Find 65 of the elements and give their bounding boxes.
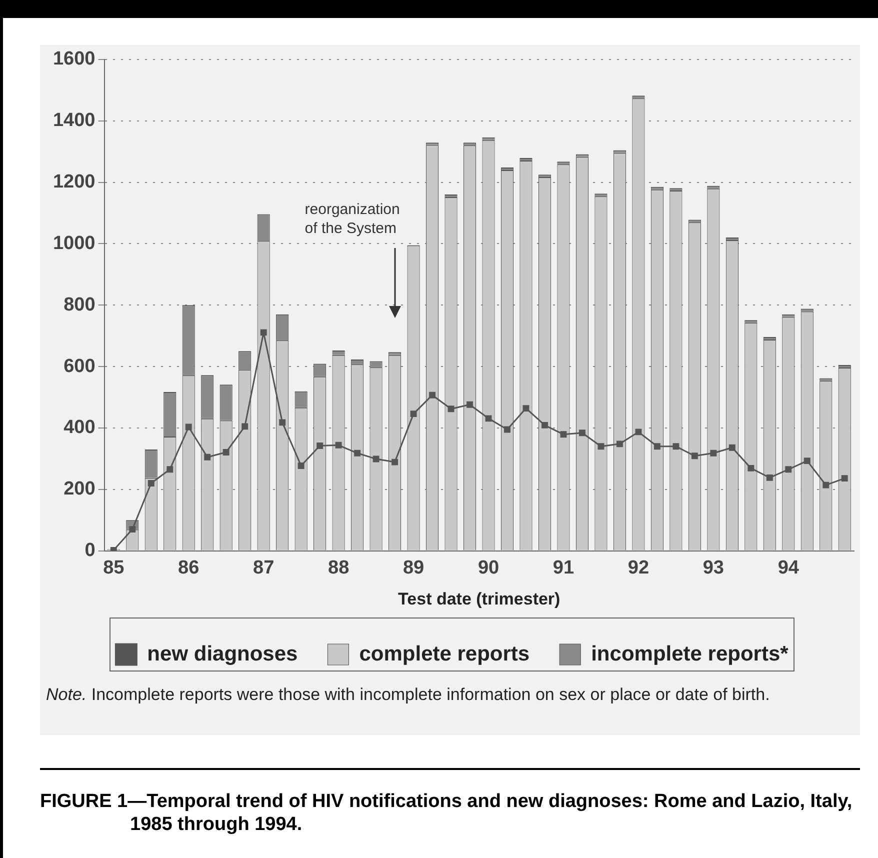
- legend-label: new diagnoses: [147, 642, 298, 666]
- annotation: reorganization of the System: [304, 200, 400, 238]
- x-axis-title: Test date (trimester): [398, 589, 560, 608]
- point: [766, 474, 773, 481]
- point: [429, 392, 436, 398]
- point: [410, 410, 417, 418]
- point: [504, 426, 510, 433]
- point: [785, 466, 792, 473]
- point: [748, 464, 754, 472]
- y-tick-label: 1600: [52, 48, 96, 70]
- point: [578, 430, 586, 436]
- point: [635, 428, 642, 436]
- point: [616, 440, 623, 448]
- point: [522, 405, 530, 412]
- point: [448, 406, 454, 412]
- point: [222, 448, 230, 456]
- text: FIGURE 1—Temporal trend of HIV notifications and new diagnoses: Rome and Lazio, Italy, 1985 through 1994.: [40, 790, 854, 836]
- point: [316, 442, 324, 449]
- point: [728, 444, 736, 451]
- x-tick-label: 87: [253, 557, 274, 578]
- x-tick-label: 91: [552, 557, 574, 578]
- x-tick-label: 92: [628, 557, 650, 578]
- point: [672, 443, 680, 450]
- point: [485, 415, 492, 422]
- y-tick-label: 800: [64, 294, 96, 316]
- x-tick-label: 86: [178, 557, 200, 578]
- point: [129, 526, 136, 533]
- point: [260, 329, 267, 336]
- point: [466, 401, 473, 408]
- point: [298, 462, 304, 469]
- point: [148, 480, 154, 486]
- y-tick-label: 1400: [52, 110, 96, 132]
- y-tick-label: 1000: [52, 232, 96, 254]
- point: [560, 431, 567, 438]
- legend-label: incomplete reports*: [591, 642, 790, 666]
- point: [279, 419, 286, 426]
- point: [185, 424, 192, 430]
- point: [804, 458, 810, 464]
- point: [204, 454, 211, 460]
- point: [392, 458, 398, 466]
- x-tick-label: 89: [402, 557, 424, 578]
- point: [242, 423, 248, 430]
- point: [841, 475, 848, 482]
- point: [372, 456, 380, 462]
- x-tick-label: 90: [478, 557, 500, 578]
- point: [598, 443, 604, 450]
- x-tick-label: 93: [702, 557, 724, 578]
- point: [354, 450, 361, 456]
- legend-label: complete reports: [359, 642, 530, 666]
- x-tick-label: 94: [778, 557, 800, 578]
- text: Note. Incomplete reports were those with incomplete information on sex or place or date of birth.: [46, 685, 771, 705]
- y-tick-label: 400: [64, 417, 96, 438]
- point: [542, 422, 548, 428]
- point: [654, 443, 660, 450]
- y-tick-label: 600: [64, 356, 96, 377]
- x-tick-label: 85: [103, 557, 125, 578]
- point: [166, 466, 174, 473]
- point: [710, 450, 717, 456]
- x-tick-label: 88: [328, 557, 350, 578]
- point: [691, 452, 698, 460]
- y-tick-label: 200: [64, 478, 96, 500]
- point: [335, 442, 342, 448]
- y-tick-label: 1200: [52, 171, 96, 192]
- point: [822, 482, 830, 488]
- y-tick-label: 0: [84, 540, 96, 562]
